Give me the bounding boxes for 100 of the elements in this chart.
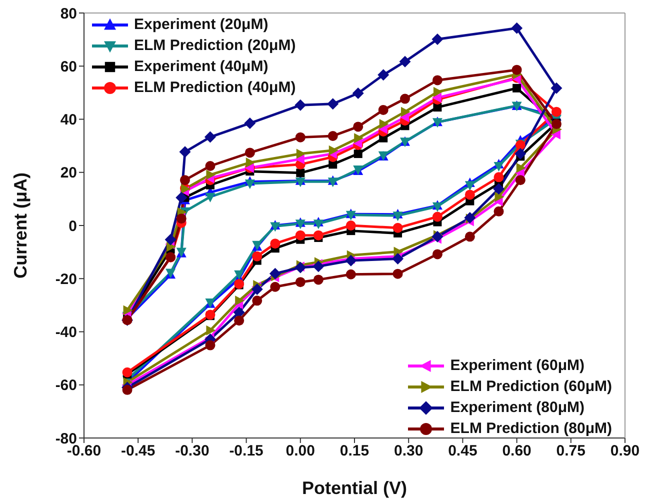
point bbox=[464, 232, 475, 242]
point bbox=[244, 117, 256, 129]
point bbox=[516, 162, 526, 173]
point bbox=[312, 260, 324, 272]
point bbox=[494, 172, 504, 182]
legend-label: ELM Prediction (80μM) bbox=[450, 419, 612, 439]
point bbox=[432, 75, 442, 86]
legend-label: Experiment (40μM) bbox=[134, 57, 268, 77]
point bbox=[392, 252, 404, 264]
point bbox=[295, 220, 306, 230]
point bbox=[392, 268, 403, 279]
point bbox=[296, 168, 305, 178]
point bbox=[354, 133, 364, 144]
x-tick-label: -0.45 bbox=[121, 442, 156, 460]
y-tick-label: 0 bbox=[68, 218, 77, 235]
point bbox=[244, 180, 255, 190]
point bbox=[234, 270, 244, 280]
point bbox=[327, 98, 339, 110]
x-tick-label: 0.60 bbox=[502, 442, 532, 460]
point bbox=[392, 212, 403, 222]
point bbox=[550, 82, 562, 94]
point bbox=[294, 154, 304, 164]
point bbox=[295, 277, 306, 288]
point bbox=[432, 212, 442, 222]
point bbox=[179, 146, 191, 158]
point bbox=[515, 175, 526, 186]
point bbox=[464, 190, 475, 200]
y-tick-label: -40 bbox=[55, 324, 77, 342]
y-tick-label: 60 bbox=[60, 58, 77, 76]
point bbox=[354, 150, 362, 158]
point bbox=[206, 170, 216, 180]
point bbox=[352, 87, 364, 99]
point bbox=[493, 183, 505, 195]
point bbox=[378, 69, 390, 81]
y-tick-label: 80 bbox=[60, 5, 77, 22]
point bbox=[270, 238, 280, 249]
point bbox=[246, 158, 256, 168]
point bbox=[313, 220, 324, 230]
point bbox=[176, 192, 188, 204]
point bbox=[432, 249, 442, 260]
point bbox=[252, 296, 262, 306]
point bbox=[205, 340, 216, 350]
point bbox=[295, 132, 306, 142]
x-tick-label: 0.90 bbox=[610, 442, 640, 460]
legend-label: Experiment (20μM) bbox=[134, 15, 268, 35]
point bbox=[346, 220, 356, 230]
legend-label: ELM Prediction (20μM) bbox=[134, 36, 296, 56]
legend-label: ELM Prediction (60μM) bbox=[450, 377, 612, 397]
x-tick-label: 0.30 bbox=[394, 442, 424, 460]
point bbox=[234, 316, 244, 326]
y-tick-label: 20 bbox=[60, 164, 77, 182]
point bbox=[205, 192, 216, 202]
point bbox=[328, 130, 338, 141]
point bbox=[328, 178, 338, 188]
x-tick-label: -0.60 bbox=[66, 442, 102, 460]
point bbox=[206, 325, 216, 336]
point bbox=[433, 86, 443, 97]
point bbox=[379, 119, 389, 130]
point bbox=[399, 56, 411, 68]
legend-label: Experiment (80μM) bbox=[450, 398, 585, 418]
x-tick-label: 0.00 bbox=[286, 442, 315, 460]
point bbox=[204, 131, 216, 143]
point bbox=[400, 106, 410, 117]
y-axis-title: Current (μA) bbox=[10, 172, 30, 279]
point bbox=[296, 148, 306, 159]
x-tick-label: 0.45 bbox=[448, 442, 478, 460]
point bbox=[205, 161, 216, 171]
x-tick-label: -0.15 bbox=[229, 442, 264, 460]
point bbox=[251, 284, 263, 295]
point bbox=[166, 242, 176, 252]
point bbox=[328, 145, 338, 156]
point bbox=[313, 230, 324, 240]
point bbox=[295, 178, 306, 188]
point bbox=[512, 84, 522, 92]
point bbox=[551, 106, 562, 117]
point bbox=[345, 254, 357, 266]
point bbox=[123, 305, 133, 316]
point bbox=[494, 192, 504, 202]
point bbox=[511, 22, 523, 34]
point bbox=[270, 282, 280, 292]
point bbox=[494, 162, 504, 172]
point bbox=[464, 181, 475, 191]
point bbox=[512, 64, 522, 75]
point bbox=[235, 296, 245, 306]
x-axis-title: Potential (V) bbox=[302, 478, 408, 498]
point bbox=[122, 384, 132, 395]
x-tick-label: 0.75 bbox=[556, 442, 586, 460]
legend-label: Experiment (60μM) bbox=[450, 356, 585, 376]
x-tick-label: -0.30 bbox=[175, 442, 210, 460]
point bbox=[392, 222, 403, 233]
point bbox=[295, 230, 306, 240]
legend-label: ELM Prediction (40μM) bbox=[134, 78, 296, 98]
point bbox=[294, 99, 306, 111]
y-tick-label: -60 bbox=[55, 377, 77, 394]
point bbox=[180, 175, 190, 186]
point bbox=[164, 234, 176, 246]
point bbox=[514, 148, 526, 160]
point bbox=[313, 274, 324, 285]
point bbox=[378, 104, 388, 115]
y-tick-label: -20 bbox=[55, 270, 77, 288]
